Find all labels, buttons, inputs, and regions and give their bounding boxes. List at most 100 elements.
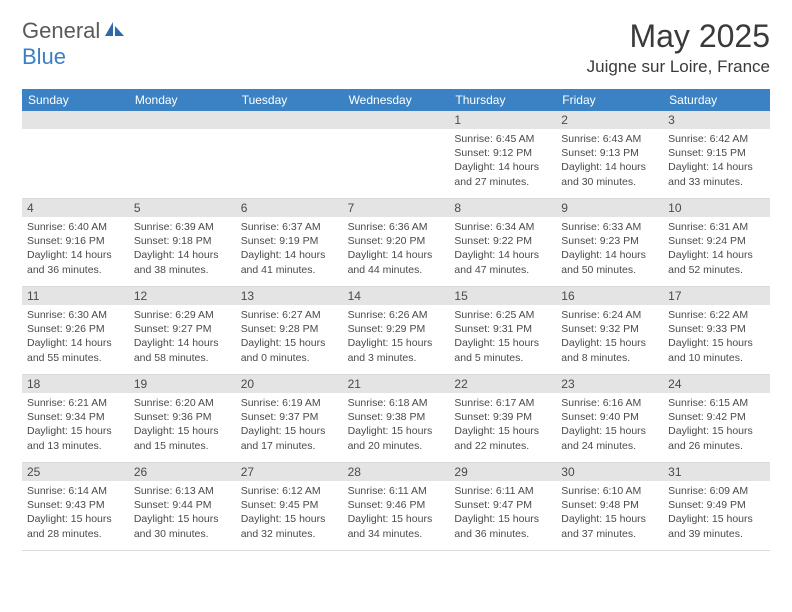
day-number: 20 bbox=[236, 375, 343, 393]
day-number: 26 bbox=[129, 463, 236, 481]
day-number: 11 bbox=[22, 287, 129, 305]
day-cell: 15Sunrise: 6:25 AMSunset: 9:31 PMDayligh… bbox=[449, 287, 556, 375]
day-cell: 25 Sunrise: 6:14 AMSunset: 9:43 PMDayligh… bbox=[22, 463, 129, 551]
day-cell: 16 Sunrise: 6:24 AMSunset: 9:32 PMDayligh… bbox=[556, 287, 663, 375]
day-cell: 28 Sunrise: 6:11 AMSunset: 9:46 PMDayligh… bbox=[343, 463, 450, 551]
sun-info: Sunrise: 6:22 AMSunset: 9:33 PMDaylight:… bbox=[667, 308, 766, 365]
day-number: 15 bbox=[449, 287, 556, 305]
day-cell: 10 Sunrise: 6:31 AMSunset: 9:24 PMDayligh… bbox=[663, 199, 770, 287]
day-cell: 24 Sunrise: 6:15 AMSunset: 9:42 PMDayligh… bbox=[663, 375, 770, 463]
sun-info: Sunrise: 6:20 AMSunset: 9:36 PMDaylight:… bbox=[133, 396, 232, 453]
day-number: 28 bbox=[343, 463, 450, 481]
day-number: 6 bbox=[236, 199, 343, 217]
day-number: 4 bbox=[22, 199, 129, 217]
day-number: 18 bbox=[22, 375, 129, 393]
day-number: 1 bbox=[449, 111, 556, 129]
sun-info: Sunrise: 6:45 AMSunset: 9:12 PMDaylight:… bbox=[453, 132, 552, 189]
day-number: 8 bbox=[449, 199, 556, 217]
sun-info: Sunrise: 6:16 AMSunset: 9:40 PMDaylight:… bbox=[560, 396, 659, 453]
day-number: 21 bbox=[343, 375, 450, 393]
day-cell: 22 Sunrise: 6:17 AMSunset: 9:39 PMDayligh… bbox=[449, 375, 556, 463]
day-header: Saturday bbox=[663, 89, 770, 111]
day-header: Sunday bbox=[22, 89, 129, 111]
day-cell: 18 Sunrise: 6:21 AMSunset: 9:34 PMDayligh… bbox=[22, 375, 129, 463]
sun-info: Sunrise: 6:33 AMSunset: 9:23 PMDaylight:… bbox=[560, 220, 659, 277]
day-cell: 8 Sunrise: 6:34 AMSunset: 9:22 PMDaylight… bbox=[449, 199, 556, 287]
day-header: Monday bbox=[129, 89, 236, 111]
day-number-bar bbox=[343, 111, 450, 129]
day-number: 23 bbox=[556, 375, 663, 393]
sun-info: Sunrise: 6:18 AMSunset: 9:38 PMDaylight:… bbox=[347, 396, 446, 453]
day-number: 17 bbox=[663, 287, 770, 305]
day-number: 13 bbox=[236, 287, 343, 305]
day-cell: 5Sunrise: 6:39 AMSunset: 9:18 PMDaylight… bbox=[129, 199, 236, 287]
day-header: Tuesday bbox=[236, 89, 343, 111]
header: General May 2025 Juigne sur Loire, Franc… bbox=[22, 18, 770, 77]
day-cell: 6 Sunrise: 6:37 AMSunset: 9:19 PMDaylight… bbox=[236, 199, 343, 287]
sun-info: Sunrise: 6:31 AMSunset: 9:24 PMDaylight:… bbox=[667, 220, 766, 277]
day-number-bar bbox=[129, 111, 236, 129]
day-cell: 4 Sunrise: 6:40 AMSunset: 9:16 PMDaylight… bbox=[22, 199, 129, 287]
sun-info: Sunrise: 6:37 AMSunset: 9:19 PMDaylight:… bbox=[240, 220, 339, 277]
sun-info: Sunrise: 6:14 AMSunset: 9:43 PMDaylight:… bbox=[26, 484, 125, 541]
day-cell: 30Sunrise: 6:10 AMSunset: 9:48 PMDayligh… bbox=[556, 463, 663, 551]
day-number: 31 bbox=[663, 463, 770, 481]
day-header: Wednesday bbox=[343, 89, 450, 111]
day-cell: 2 Sunrise: 6:43 AMSunset: 9:13 PMDaylight… bbox=[556, 111, 663, 199]
empty-cell bbox=[22, 111, 129, 199]
day-cell: 1 Sunrise: 6:45 AMSunset: 9:12 PMDaylight… bbox=[449, 111, 556, 199]
day-cell: 21 Sunrise: 6:18 AMSunset: 9:38 PMDayligh… bbox=[343, 375, 450, 463]
day-cell: 3Sunrise: 6:42 AMSunset: 9:15 PMDaylight… bbox=[663, 111, 770, 199]
sun-info: Sunrise: 6:43 AMSunset: 9:13 PMDaylight:… bbox=[560, 132, 659, 189]
sun-info: Sunrise: 6:15 AMSunset: 9:42 PMDaylight:… bbox=[667, 396, 766, 453]
day-number: 19 bbox=[129, 375, 236, 393]
day-number: 2 bbox=[556, 111, 663, 129]
logo-text-general: General bbox=[22, 18, 100, 44]
day-cell: 31Sunrise: 6:09 AMSunset: 9:49 PMDayligh… bbox=[663, 463, 770, 551]
day-number: 22 bbox=[449, 375, 556, 393]
location: Juigne sur Loire, France bbox=[587, 57, 770, 77]
day-cell: 17 Sunrise: 6:22 AMSunset: 9:33 PMDayligh… bbox=[663, 287, 770, 375]
sun-info: Sunrise: 6:26 AMSunset: 9:29 PMDaylight:… bbox=[347, 308, 446, 365]
day-number: 25 bbox=[22, 463, 129, 481]
title-block: May 2025 Juigne sur Loire, France bbox=[587, 18, 770, 77]
day-cell: 7Sunrise: 6:36 AMSunset: 9:20 PMDaylight… bbox=[343, 199, 450, 287]
day-cell: 11 Sunrise: 6:30 AMSunset: 9:26 PMDayligh… bbox=[22, 287, 129, 375]
sun-info: Sunrise: 6:11 AMSunset: 9:46 PMDaylight:… bbox=[347, 484, 446, 541]
sun-info: Sunrise: 6:34 AMSunset: 9:22 PMDaylight:… bbox=[453, 220, 552, 277]
empty-cell bbox=[343, 111, 450, 199]
day-number: 7 bbox=[343, 199, 450, 217]
day-number-bar bbox=[22, 111, 129, 129]
day-number: 12 bbox=[129, 287, 236, 305]
day-number: 16 bbox=[556, 287, 663, 305]
sun-info: Sunrise: 6:24 AMSunset: 9:32 PMDaylight:… bbox=[560, 308, 659, 365]
day-number: 3 bbox=[663, 111, 770, 129]
day-cell: 9 Sunrise: 6:33 AMSunset: 9:23 PMDaylight… bbox=[556, 199, 663, 287]
day-number: 10 bbox=[663, 199, 770, 217]
day-number: 27 bbox=[236, 463, 343, 481]
logo-sails-icon bbox=[104, 20, 126, 43]
sun-info: Sunrise: 6:13 AMSunset: 9:44 PMDaylight:… bbox=[133, 484, 232, 541]
calendar-grid: SundayMondayTuesdayWednesdayThursdayFrid… bbox=[22, 89, 770, 551]
day-number: 9 bbox=[556, 199, 663, 217]
sun-info: Sunrise: 6:10 AMSunset: 9:48 PMDaylight:… bbox=[560, 484, 659, 541]
logo-text-blue: Blue bbox=[22, 44, 66, 69]
sun-info: Sunrise: 6:17 AMSunset: 9:39 PMDaylight:… bbox=[453, 396, 552, 453]
sun-info: Sunrise: 6:21 AMSunset: 9:34 PMDaylight:… bbox=[26, 396, 125, 453]
day-cell: 23 Sunrise: 6:16 AMSunset: 9:40 PMDayligh… bbox=[556, 375, 663, 463]
sun-info: Sunrise: 6:11 AMSunset: 9:47 PMDaylight:… bbox=[453, 484, 552, 541]
day-cell: 12 Sunrise: 6:29 AMSunset: 9:27 PMDayligh… bbox=[129, 287, 236, 375]
sun-info: Sunrise: 6:12 AMSunset: 9:45 PMDaylight:… bbox=[240, 484, 339, 541]
day-number: 24 bbox=[663, 375, 770, 393]
day-cell: 26 Sunrise: 6:13 AMSunset: 9:44 PMDayligh… bbox=[129, 463, 236, 551]
day-cell: 20Sunrise: 6:19 AMSunset: 9:37 PMDayligh… bbox=[236, 375, 343, 463]
day-cell: 19 Sunrise: 6:20 AMSunset: 9:36 PMDayligh… bbox=[129, 375, 236, 463]
logo: General bbox=[22, 18, 128, 44]
sun-info: Sunrise: 6:40 AMSunset: 9:16 PMDaylight:… bbox=[26, 220, 125, 277]
sun-info: Sunrise: 6:30 AMSunset: 9:26 PMDaylight:… bbox=[26, 308, 125, 365]
day-number: 5 bbox=[129, 199, 236, 217]
day-header: Friday bbox=[556, 89, 663, 111]
day-header: Thursday bbox=[449, 89, 556, 111]
sun-info: Sunrise: 6:29 AMSunset: 9:27 PMDaylight:… bbox=[133, 308, 232, 365]
sun-info: Sunrise: 6:27 AMSunset: 9:28 PMDaylight:… bbox=[240, 308, 339, 365]
